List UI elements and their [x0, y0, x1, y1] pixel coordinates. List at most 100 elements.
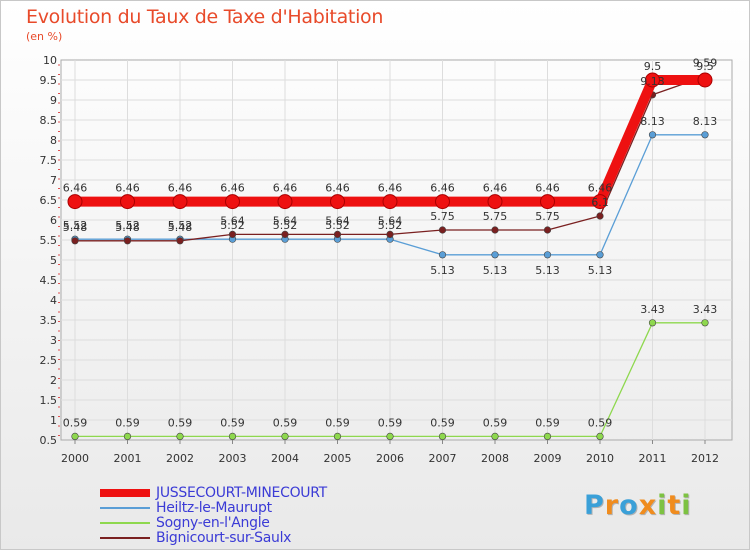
data-point: [277, 194, 293, 210]
data-label: 5.52: [115, 219, 140, 232]
data-label: 8.13: [640, 115, 665, 128]
data-point: [648, 319, 657, 327]
y-tick-label: 8: [50, 134, 57, 147]
data-label: 6.46: [325, 182, 350, 195]
y-tick-label: 3: [50, 334, 57, 347]
proxiti-logo: Proxiti: [584, 490, 692, 521]
data-label: 5.64: [325, 214, 350, 227]
data-point: [648, 131, 657, 139]
y-tick-label: 3.5: [40, 314, 58, 327]
logo-letter: t: [667, 490, 682, 521]
data-label: 5.13: [535, 264, 560, 277]
data-point: [228, 230, 237, 238]
data-label: 5.48: [168, 221, 193, 234]
y-tick-label: 8.5: [40, 114, 58, 127]
data-label: 0.59: [63, 416, 88, 429]
y-tick-label: 7: [50, 174, 57, 187]
data-label: 0.59: [588, 416, 613, 429]
plot-area: [60, 59, 733, 441]
data-label: 6.46: [63, 182, 88, 195]
data-label: 6.46: [483, 182, 508, 195]
x-axis: 2000 2001 2002 2003 2004 2005 2006 2007 2008 2009…: [61, 440, 719, 465]
data-point: [438, 432, 447, 441]
data-point: [172, 194, 188, 210]
y-tick-label: 2.5: [40, 354, 58, 367]
data-label: 5.75: [535, 210, 560, 223]
data-label: 0.59: [378, 416, 403, 429]
data-label: 5.52: [63, 219, 88, 232]
data-point: [435, 194, 450, 210]
data-label: 5.48: [115, 221, 140, 234]
data-label: 9.5: [696, 60, 714, 73]
data-label: 5.75: [430, 210, 455, 223]
data-label: 5.52: [378, 219, 403, 232]
y-tick-label: 4.5: [40, 274, 58, 287]
logo-letter: i: [681, 490, 692, 521]
data-point: [123, 432, 132, 441]
y-tick-label: 10: [43, 54, 57, 67]
x-tick-label: 2011: [639, 452, 667, 465]
data-point: [281, 432, 289, 441]
x-tick-label: 2004: [271, 452, 299, 465]
y-axis: 0.5 1 1.5 2 2.5 3 3.5 4 4.5 5 5.5 6 6.5 7 7.5 8 8.5 9 9.5 1…: [40, 54, 60, 447]
legend-swatch: [100, 522, 150, 524]
data-point: [281, 230, 289, 238]
data-label: 0.59: [325, 416, 350, 429]
data-label: 5.13: [588, 264, 613, 277]
data-point: [386, 432, 394, 441]
unit-label: (en %): [26, 30, 63, 43]
data-label: 5.64: [220, 214, 245, 227]
data-label: 0.59: [273, 416, 298, 429]
data-label: 6.46: [535, 182, 560, 195]
y-tick-label: 9.5: [40, 74, 58, 87]
data-label: 3.43: [640, 303, 665, 316]
data-point: [382, 194, 398, 210]
data-point: [543, 226, 552, 234]
x-tick-label: 2003: [219, 452, 247, 465]
data-point: [438, 226, 447, 234]
data-label: 6.46: [220, 182, 245, 195]
data-label: 0.59: [168, 416, 193, 429]
y-tick-label: 4: [50, 294, 57, 307]
data-point: [120, 194, 135, 210]
data-point: [491, 432, 499, 441]
line-chart: 0.5 1 1.5 2 2.5 3 3.5 4 4.5 5 5.5 6 6.5 7 7.5 8 8.5 9 9.5 1…: [40, 54, 733, 465]
data-label: 6.46: [115, 182, 140, 195]
chart-title: Evolution du Taux de Taxe d'Habitation: [26, 6, 384, 28]
data-point: [701, 319, 709, 327]
data-label: 6.46: [273, 182, 298, 195]
logo-letter: i: [657, 490, 668, 521]
y-tick-label: 2: [50, 374, 57, 387]
data-label: 3.43: [693, 303, 718, 316]
data-point: [386, 230, 394, 238]
data-point: [487, 194, 503, 210]
data-point: [701, 131, 709, 139]
legend-label: Bignicourt-sur-Saulx: [156, 530, 292, 546]
data-point: [176, 237, 184, 245]
data-labels: 6.46 6.46 6.46 6.46 6.46 6.46 6.46 6.46 6.46 6.46…: [63, 56, 718, 429]
logo-letter: P: [584, 490, 605, 521]
data-point: [71, 432, 79, 441]
legend-swatch: [100, 507, 150, 509]
x-tick-label: 2002: [166, 452, 194, 465]
data-label: 5.75: [483, 210, 508, 223]
data-label: 8.13: [693, 115, 718, 128]
data-label: 5.52: [273, 219, 298, 232]
data-label: 5.13: [483, 264, 508, 277]
data-label: 9.59: [693, 56, 718, 69]
logo-letter: x: [638, 490, 658, 521]
data-point: [697, 72, 713, 88]
data-label: 0.59: [220, 416, 245, 429]
data-point: [333, 432, 342, 441]
y-tick-label: 7.5: [40, 154, 58, 167]
data-point: [225, 194, 240, 210]
data-label: 6.1: [591, 196, 609, 209]
data-label: 0.59: [115, 416, 140, 429]
logo-letter: r: [604, 490, 620, 521]
x-tick-label: 2010: [586, 452, 614, 465]
data-point: [333, 230, 342, 238]
data-point: [228, 432, 237, 441]
data-label: 0.59: [430, 416, 455, 429]
y-tick-label: 5: [50, 254, 57, 267]
y-tick-label: 9: [50, 94, 57, 107]
